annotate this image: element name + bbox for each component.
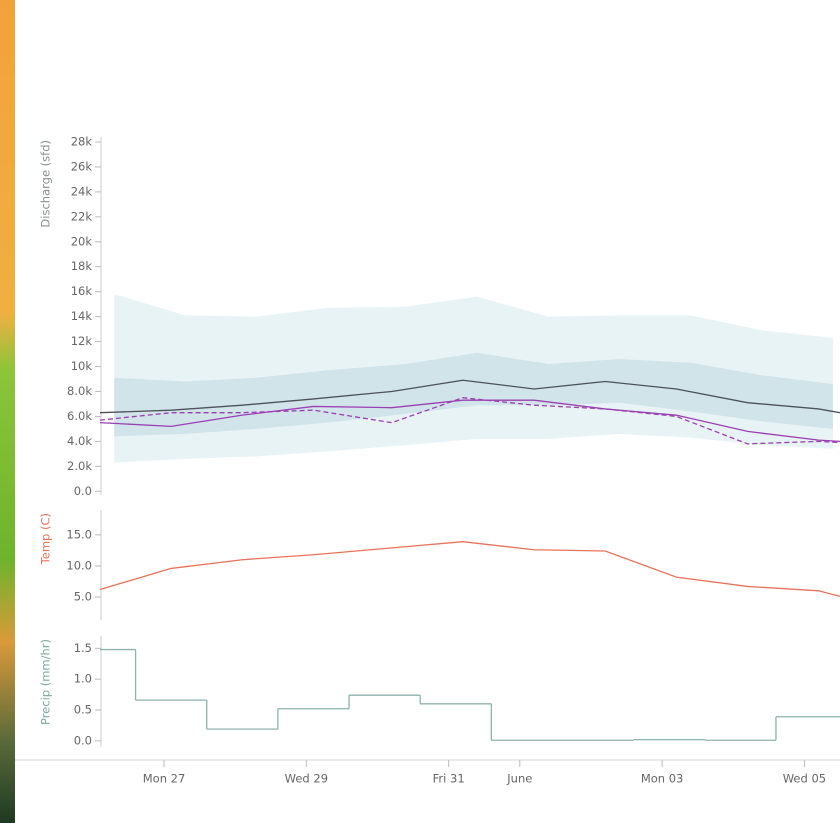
x-tick-label: Mon 27 — [143, 772, 186, 786]
x-tick-label: Mon 03 — [641, 772, 684, 786]
y-tick-label: 12k — [71, 334, 93, 348]
y-tick-label: 4.0k — [67, 434, 92, 448]
line — [99, 541, 840, 598]
line — [99, 379, 840, 414]
y-tick-label: 1.0 — [74, 672, 92, 686]
y-tick-label: 6.0k — [67, 409, 92, 423]
line — [99, 399, 840, 443]
y-tick-label: 22k — [71, 209, 93, 223]
y-tick-label: 8.0k — [67, 384, 92, 398]
y-tick-label: 2.0k — [67, 459, 92, 473]
background-image — [0, 0, 15, 823]
y-axis-label: Temp (C) — [39, 513, 53, 565]
band — [114, 352, 833, 437]
y-tick-label: 24k — [71, 184, 93, 198]
y-axis-label: Discharge (sfd) — [39, 140, 53, 228]
y-tick-label: 20k — [71, 234, 93, 248]
line — [99, 397, 840, 445]
y-tick-label: 5.0 — [74, 590, 92, 604]
y-tick-label: 18k — [71, 259, 93, 273]
y-tick-label: 0.0 — [74, 484, 92, 498]
y-tick-label: 0.0 — [74, 733, 92, 747]
y-tick-label: 0.5 — [74, 703, 92, 717]
y-tick-label: 28k — [71, 134, 93, 148]
y-tick-label: 14k — [71, 309, 93, 323]
y-axis-label: Precip (mm/hr) — [39, 639, 53, 725]
y-tick-label: 10k — [71, 359, 93, 373]
x-tick-label: June — [506, 772, 532, 786]
x-tick-label: Fri 31 — [433, 772, 465, 786]
y-tick-label: 16k — [71, 284, 93, 298]
y-tick-label: 26k — [71, 159, 93, 173]
y-tick-label: 10.0 — [66, 558, 92, 572]
x-tick-label: Wed 29 — [285, 772, 328, 786]
y-tick-label: 15.0 — [66, 527, 92, 541]
x-tick-label: Wed 05 — [783, 772, 826, 786]
y-tick-label: 1.5 — [74, 641, 92, 655]
